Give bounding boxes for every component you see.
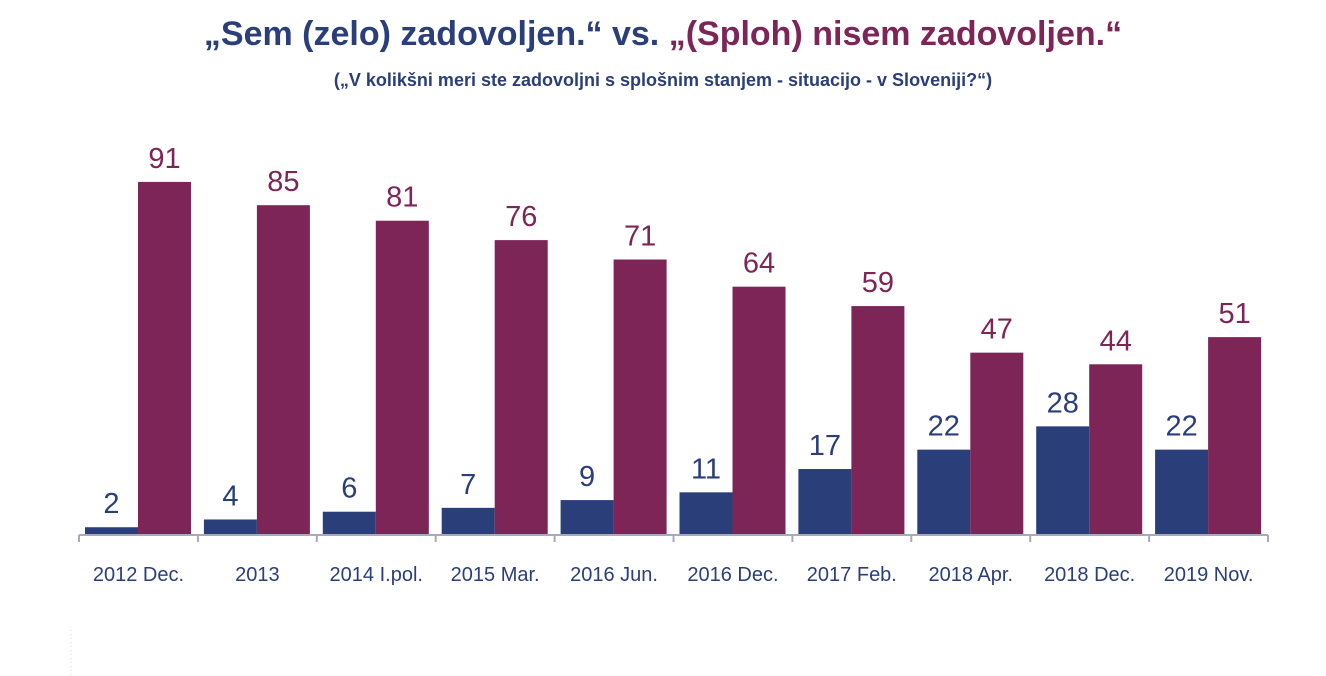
data-label-series2-9: 51 [1218,298,1250,330]
bar-series1-1 [203,519,257,535]
data-label-series2-6: 59 [862,267,894,299]
data-label-series2-4: 71 [624,221,656,253]
bar-series2-4 [613,259,667,535]
data-label-series2-2: 81 [386,182,418,214]
data-label-series1-2: 6 [341,473,357,505]
x-tick-label-8: 2018 Dec. [1044,564,1135,586]
bar-series1-5 [679,492,733,535]
data-label-series2-1: 85 [267,166,299,198]
data-label-series1-8: 28 [1047,387,1079,419]
bar-series2-7 [970,352,1024,535]
data-label-series1-6: 17 [809,430,841,462]
data-label-series2-8: 44 [1100,325,1132,357]
data-label-series1-1: 4 [222,480,238,512]
x-tick-label-5: 2016 Dec. [687,564,778,586]
title-satisfied-part: „Sem (zelo) zadovoljen.“ vs. [203,15,669,53]
bar-series1-4 [560,500,614,535]
x-tick-label-2: 2014 I.pol. [330,564,423,586]
bar-series2-9 [1208,337,1262,535]
data-label-series2-3: 76 [505,201,537,233]
data-label-series2-5: 64 [743,248,775,280]
bar-series2-1 [256,205,310,535]
bar-series1-9 [1155,449,1209,535]
bar-series1-8 [1036,426,1090,535]
data-label-series2-7: 47 [981,314,1013,346]
title-dissatisfied-part: „(Sploh) nisem zadovoljen.“ [668,15,1123,53]
bar-series2-8 [1089,364,1143,535]
data-label-series2-0: 91 [148,143,180,175]
data-label-series1-7: 22 [928,411,960,443]
bar-series2-6 [851,306,905,535]
x-tick-label-1: 2013 [235,564,280,586]
data-label-series1-9: 22 [1165,411,1197,443]
bar-series1-3 [441,507,495,535]
bar-series2-0 [138,181,191,536]
data-label-series1-3: 7 [460,469,476,501]
chart-subtitle: („V kolikšni meri ste zadovoljni s sploš… [333,70,993,90]
bar-series1-7 [917,449,971,535]
chart-title: „Sem (zelo) zadovoljen.“ vs. „(Sploh) ni… [0,14,1326,54]
data-label-series1-4: 9 [579,461,595,493]
data-label-series1-5: 11 [691,453,721,485]
x-tick-label-6: 2017 Feb. [807,564,897,586]
bar-series2-2 [375,220,429,535]
bar-series1-0 [85,527,138,535]
x-tick-label-4: 2016 Jun. [570,564,658,586]
bar-series1-6 [798,469,852,535]
bar-series2-5 [732,286,786,535]
bar-series2-3 [494,240,548,535]
bar-series1-2 [322,511,376,535]
data-label-series1-0: 2 [103,488,119,520]
x-tick-label-9: 2019 Nov. [1164,564,1254,586]
x-tick-label-7: 2018 Apr. [928,564,1013,586]
x-tick-label-0: 2012 Dec. [93,564,184,586]
x-tick-label-3: 2015 Mar. [451,564,540,586]
